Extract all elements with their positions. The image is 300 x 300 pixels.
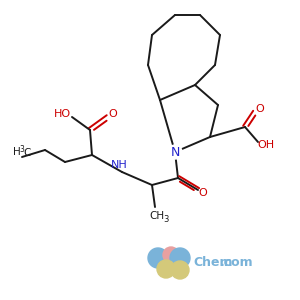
Text: 3: 3	[163, 215, 169, 224]
Text: H: H	[13, 147, 21, 157]
Text: O: O	[199, 188, 207, 198]
Circle shape	[168, 145, 182, 159]
Text: CH: CH	[149, 211, 165, 221]
Circle shape	[148, 248, 168, 268]
Text: 3: 3	[20, 145, 24, 154]
Text: O: O	[109, 109, 117, 119]
Circle shape	[157, 260, 175, 278]
Text: O: O	[256, 104, 264, 114]
Text: HO: HO	[53, 109, 70, 119]
Text: Chem: Chem	[193, 256, 232, 268]
Text: OH: OH	[257, 140, 274, 150]
Text: NH: NH	[111, 160, 128, 170]
Text: N: N	[170, 146, 180, 158]
Circle shape	[163, 247, 179, 263]
Circle shape	[171, 261, 189, 279]
Circle shape	[170, 248, 190, 268]
Text: .com: .com	[220, 256, 254, 268]
Text: C: C	[23, 148, 31, 158]
